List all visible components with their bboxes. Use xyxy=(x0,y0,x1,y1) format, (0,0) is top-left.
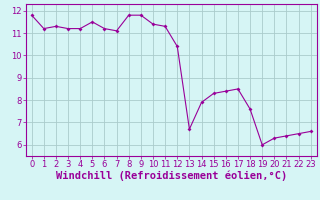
X-axis label: Windchill (Refroidissement éolien,°C): Windchill (Refroidissement éolien,°C) xyxy=(56,171,287,181)
